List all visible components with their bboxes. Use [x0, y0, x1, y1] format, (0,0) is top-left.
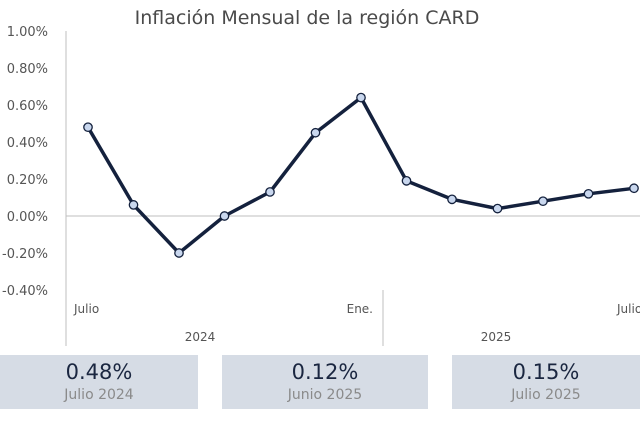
data-point [492, 203, 503, 214]
y-tick-label: 0.40% [7, 136, 48, 151]
data-point [310, 127, 321, 138]
x-label-ene: Ene. [347, 302, 373, 316]
y-tick-label: 0.00% [7, 210, 48, 225]
x-group-2024: 2024 [185, 330, 216, 344]
kpi-card-julio-2025: 0.15% Julio 2025 [452, 355, 640, 409]
kpi-label: Junio 2025 [287, 387, 363, 403]
data-point [83, 122, 93, 133]
kpi-label: Julio 2024 [64, 387, 134, 403]
kpi-card-julio-2024: 0.48% Julio 2024 [0, 355, 198, 409]
data-point [174, 248, 184, 258]
kpi-value: 0.48% [65, 360, 133, 384]
x-label-julio-2024: Julio [73, 302, 99, 316]
kpi-value: 0.12% [291, 360, 359, 384]
y-tick-label: -0.20% [2, 247, 48, 262]
data-point [265, 187, 275, 197]
data-point [128, 200, 139, 210]
chart-title: Inflación Mensual de la región CARD [135, 7, 480, 29]
data-point [219, 211, 230, 221]
series-line [86, 95, 635, 255]
kpi-value: 0.15% [512, 360, 580, 384]
data-point [538, 196, 548, 207]
data-point [356, 92, 366, 103]
data-point [629, 183, 639, 194]
x-group-2025: 2025 [481, 330, 512, 344]
y-tick-label: 1.00% [7, 25, 48, 40]
kpi-label: Julio 2025 [511, 387, 581, 403]
y-tick-label: -0.40% [2, 284, 48, 299]
x-label-julio-2025: Julio [616, 302, 640, 316]
data-point [447, 194, 457, 205]
kpi-card-junio-2025: 0.12% Junio 2025 [222, 355, 428, 409]
y-tick-label: 0.20% [7, 173, 48, 188]
data-point [401, 176, 412, 186]
y-tick-label: 0.60% [7, 99, 48, 114]
line-chart: Inflación Mensual de la región CARD 1.00… [2, 7, 640, 346]
data-point [583, 188, 594, 199]
y-tick-label: 0.80% [7, 62, 48, 77]
